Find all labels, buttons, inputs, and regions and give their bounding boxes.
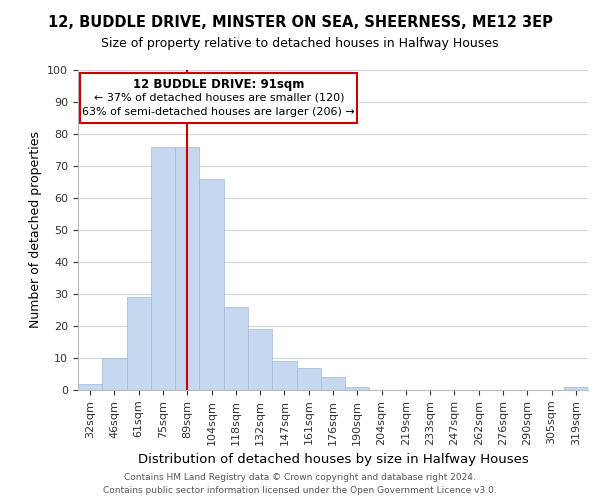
Bar xyxy=(199,179,224,390)
Y-axis label: Number of detached properties: Number of detached properties xyxy=(29,132,42,328)
Text: Contains HM Land Registry data © Crown copyright and database right 2024.: Contains HM Land Registry data © Crown c… xyxy=(124,474,476,482)
Text: 12, BUDDLE DRIVE, MINSTER ON SEA, SHEERNESS, ME12 3EP: 12, BUDDLE DRIVE, MINSTER ON SEA, SHEERN… xyxy=(47,15,553,30)
Text: 12 BUDDLE DRIVE: 91sqm: 12 BUDDLE DRIVE: 91sqm xyxy=(133,78,305,91)
Bar xyxy=(296,368,321,390)
Bar xyxy=(564,387,588,390)
Bar xyxy=(272,361,296,390)
X-axis label: Distribution of detached houses by size in Halfway Houses: Distribution of detached houses by size … xyxy=(137,453,529,466)
Bar xyxy=(224,307,248,390)
FancyBboxPatch shape xyxy=(80,73,357,123)
Bar xyxy=(175,147,199,390)
Bar xyxy=(345,387,370,390)
Bar xyxy=(78,384,102,390)
Text: Size of property relative to detached houses in Halfway Houses: Size of property relative to detached ho… xyxy=(101,38,499,51)
Bar xyxy=(151,147,175,390)
Text: Contains public sector information licensed under the Open Government Licence v3: Contains public sector information licen… xyxy=(103,486,497,495)
Bar xyxy=(321,377,345,390)
Text: 63% of semi-detached houses are larger (206) →: 63% of semi-detached houses are larger (… xyxy=(82,107,355,117)
Bar xyxy=(102,358,127,390)
Bar xyxy=(127,297,151,390)
Bar xyxy=(248,329,272,390)
Text: ← 37% of detached houses are smaller (120): ← 37% of detached houses are smaller (12… xyxy=(94,92,344,102)
